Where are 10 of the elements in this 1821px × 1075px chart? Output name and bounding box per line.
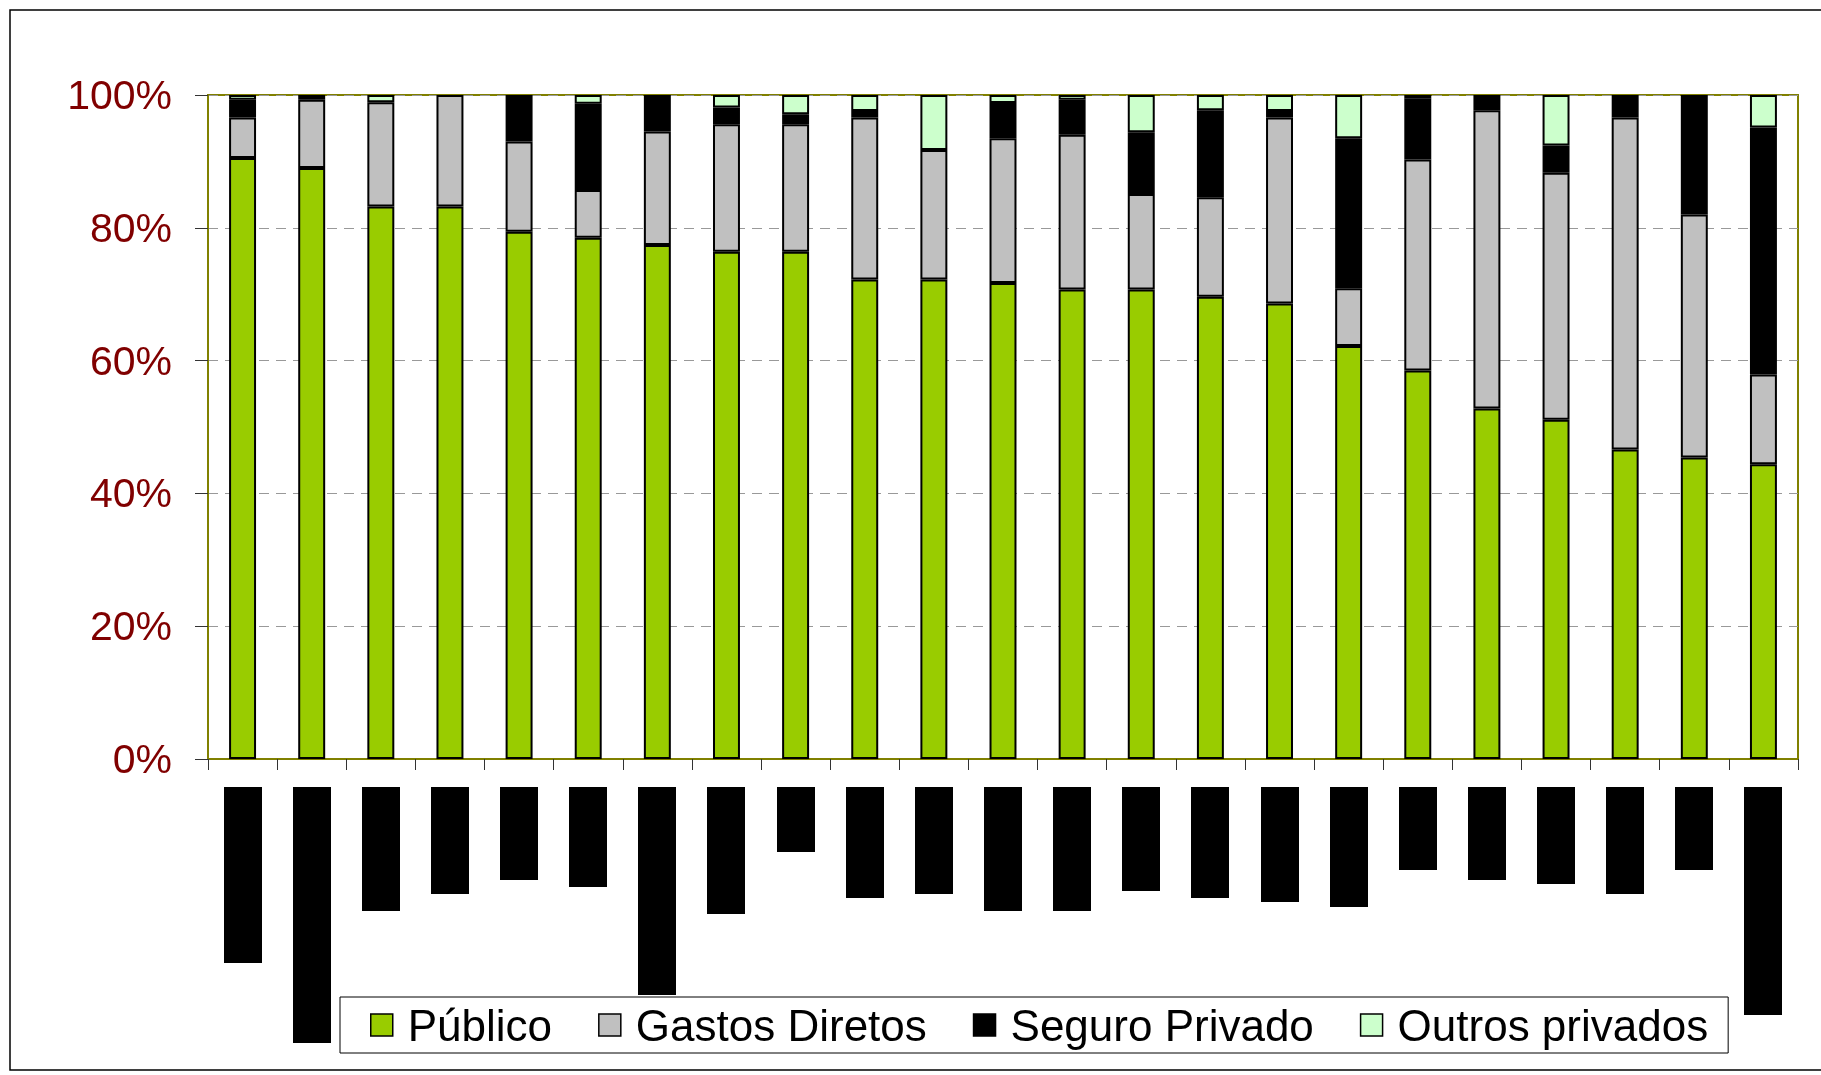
y-tick-label: 20% — [89, 603, 172, 650]
y-tick-label: 0% — [112, 736, 172, 782]
legend-label: Seguro Privado — [1010, 1000, 1314, 1050]
y-tick-label: 40% — [89, 470, 172, 517]
y-tick-label: 80% — [89, 204, 172, 251]
y-tick-label: 100% — [67, 72, 172, 118]
legend-label: Gastos Diretos — [635, 1000, 927, 1050]
legend-label: Público — [407, 1000, 553, 1050]
y-tick-label: 60% — [89, 337, 172, 384]
legend-label: Outros privados — [1397, 1000, 1709, 1050]
